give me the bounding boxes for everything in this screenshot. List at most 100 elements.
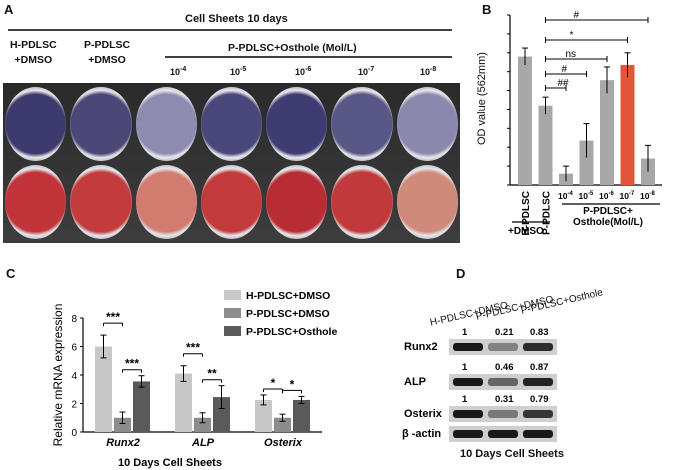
group-p-pdlsc-label: P-PDLSC +DMSO: [84, 39, 131, 66]
blot-value-1-2: 0.21: [495, 327, 514, 338]
blot-band-4-2: [488, 430, 518, 438]
panel-b-xlabel-7: 10-8: [640, 191, 655, 201]
panel-b-bar-2: [538, 105, 553, 185]
panel-c-ytick-label-4: 8: [71, 314, 77, 325]
blot-band-4-1: [453, 430, 483, 438]
well-top-1: [5, 87, 67, 161]
well-top-3: [135, 87, 197, 161]
well-bottom-6: [331, 165, 393, 239]
blot-value-1-3: 0.83: [530, 327, 549, 338]
panel-c-legend-label-2: P-PDLSC+DMSO: [246, 308, 330, 320]
well-bottom-2: [70, 165, 132, 239]
blot-band-2-2: [488, 378, 518, 386]
panel-b-osthole-label-2: Osthole(Mol/L): [573, 217, 643, 228]
panel-c-category-2: ALP: [191, 437, 215, 449]
blot-value-1-1: 1: [462, 327, 468, 338]
blot-band-1-2: [488, 343, 518, 351]
blot-value-3-1: 1: [462, 394, 468, 405]
panel-b-bar-1: [518, 56, 532, 185]
conc-label-4: 10-7: [358, 66, 375, 77]
blot-band-4-3: [523, 430, 553, 438]
panel-c-bar-osterix-1: [255, 399, 272, 432]
panel-c-legend-swatch-3: [224, 326, 241, 336]
well-bottom-4: [200, 165, 263, 239]
blot-value-2-2: 0.46: [495, 362, 514, 373]
panel-c-legend-label-1: H-PDLSC+DMSO: [246, 290, 330, 302]
blot-band-3-1: [453, 410, 483, 418]
conc-label-2: 10-5: [230, 66, 247, 77]
blot-band-1-3: [523, 343, 553, 351]
blot-row-label-4: β -actin: [402, 428, 441, 440]
panel-b-sig-label-2: *: [570, 30, 574, 41]
panel-b-bar-4: [579, 140, 594, 185]
panel-c-sig-label-2: ***: [125, 357, 139, 371]
blot-band-3-3: [523, 410, 553, 418]
panel-b-bar-6: [620, 65, 635, 185]
blot-value-2-3: 0.87: [530, 362, 549, 373]
well-bottom-1: [5, 165, 67, 239]
panel-a-header: Cell Sheets 10 days: [185, 13, 288, 25]
panel-b-dmso-label: +DMSO: [508, 226, 544, 237]
well-bottom-5: [266, 165, 328, 239]
panel-c-bar-runx2-1: [95, 346, 112, 432]
panel-c-letter: C: [6, 266, 16, 281]
panel-c-bar-osterix-3: [293, 399, 310, 432]
panel-b-xlabel-6: 10-7: [620, 191, 635, 201]
panel-c-sig-label-3: ***: [186, 341, 200, 355]
panel-c-legend-swatch-2: [224, 308, 241, 318]
panel-b-xlabel-1: H-PDLSC: [521, 191, 532, 235]
blot-row-label-1: Runx2: [404, 341, 438, 353]
conc-label-1: 10-4: [170, 66, 187, 77]
panel-b-sig-label-5: ##: [558, 78, 570, 89]
panel-c-ytick-label-2: 4: [71, 371, 77, 382]
well-bottom-7: [396, 165, 458, 239]
panel-c-legend-swatch-1: [224, 290, 241, 300]
panel-c-ytick-label-0: 0: [71, 428, 77, 439]
panel-c-ytick-label-1: 2: [71, 400, 77, 411]
panel-c-legend-label-3: P-PDLSC+Osthole: [246, 326, 337, 338]
panel-c-bar-osterix-2: [274, 417, 291, 432]
treatment-label: P-PDLSC+Osthole (Mol/L): [228, 42, 357, 54]
blot-row-label-2: ALP: [404, 376, 426, 388]
panel-c-category-3: Osterix: [264, 437, 303, 449]
panel-b-bar-5: [600, 80, 614, 185]
panel-c-sig-label-4: **: [207, 367, 217, 381]
conc-label-5: 10-8: [420, 66, 437, 77]
panel-c-sig-label-6: *: [290, 377, 295, 391]
blot-value-2-1: 1: [462, 362, 468, 373]
panel-b-letter: B: [482, 2, 492, 17]
panel-b-xlabel-2: P-PDLSC: [542, 191, 553, 235]
panel-b-osthole-label-1: P-PDLSC+: [583, 206, 633, 217]
well-top-6: [331, 87, 393, 161]
blot-row-label-3: Osterix: [404, 408, 443, 420]
well-top-4: [200, 87, 263, 161]
blot-band-2-1: [453, 378, 483, 386]
panel-b-xlabel-4: 10-5: [579, 191, 594, 201]
panel-c-xlabel: 10 Days Cell Sheets: [118, 457, 222, 469]
well-top-7: [396, 87, 458, 161]
panel-c-ytick-label-3: 6: [71, 343, 77, 354]
panel-d-letter: D: [456, 266, 466, 281]
blot-band-1-1: [453, 343, 483, 351]
panel-b-xlabel-5: 10-6: [599, 191, 614, 201]
panel-c-sig-label-5: *: [271, 376, 276, 390]
panel-c-bar-alp-1: [175, 373, 192, 432]
panel-c-bar-alp-2: [194, 417, 211, 432]
blot-value-3-2: 0.31: [495, 394, 514, 405]
well-top-2: [70, 87, 132, 161]
panel-c-bar-runx2-2: [114, 417, 131, 432]
well-top-5: [266, 87, 328, 161]
conc-label-3: 10-6: [295, 66, 312, 77]
panel-b-sig-label-4: #: [562, 64, 568, 75]
well-bottom-3: [135, 165, 197, 239]
blot-band-3-2: [488, 410, 518, 418]
panel-d-caption: 10 Days Cell Sheets: [460, 448, 564, 460]
panel-c-sig-label-1: ***: [106, 310, 120, 324]
panel-b-sig-label-1: #: [574, 10, 580, 21]
blot-band-2-3: [523, 378, 553, 386]
blot-value-3-3: 0.79: [530, 394, 549, 405]
panel-c-bar-runx2-3: [133, 381, 150, 432]
